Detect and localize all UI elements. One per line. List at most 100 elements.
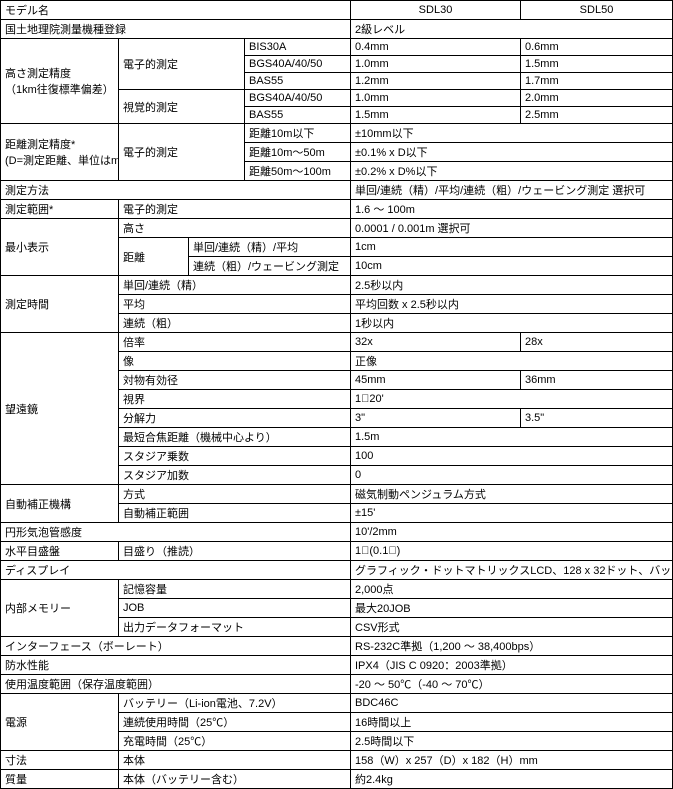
capacity-val: 2,000点 [351,580,673,599]
meas-range-val: 1.6 ～ 100m [351,200,673,219]
cont-rough-val: 1秒以内 [351,314,673,333]
height-accuracy-label: 高さ測定精度 （1km往復標準偏差） [1,39,119,124]
job-label: JOB [119,599,351,618]
size-label: 寸法 [1,751,119,770]
bis30a-label: BIS30A [245,39,351,56]
height-label-1: 高さ測定精度 [5,68,71,80]
obj-ap-30: 45mm [351,371,521,390]
auto-range-val: ±15' [351,504,673,523]
water-label: 防水性能 [1,656,351,675]
fov-label: 視界 [119,390,351,409]
height-val: 0.0001 / 0.001m 選択可 [351,219,673,238]
stadia-add-val: 0 [351,466,673,485]
mag-50: 28x [521,333,673,352]
visual-meas-label: 視覚的測定 [119,90,245,124]
height-label-2: （1km往復標準偏差） [5,84,114,96]
min-focus-label: 最短合焦距離（機械中心より） [119,428,351,447]
single-cont-val: 2.5秒以内 [351,276,673,295]
hcircle-sub-label: 目盛り（推読） [119,542,351,561]
bis30a-30: 0.4mm [351,39,521,56]
vis-bas55-30: 1.5mm [351,107,521,124]
power-label: 電源 [1,694,119,751]
avg-val: 平均回数 x 2.5秒以内 [351,295,673,314]
elec-meas-label-3: 電子的測定 [119,200,351,219]
spec-table: モデル名 SDL30 SDL50 国土地理院測量機種登録 2級レベル 高さ測定精… [0,0,673,789]
size-sub-label: 本体 [119,751,351,770]
memory-label: 内部メモリー [1,580,119,637]
dist50100-val: ±0.2% x D%以下 [351,162,673,181]
cont-weave-label: 連続（粗）/ウェービング測定 [189,257,351,276]
bgs40-50: 1.5mm [521,56,673,73]
meas-method-label: 測定方法 [1,181,351,200]
weight-label: 質量 [1,770,119,789]
format-val: CSV形式 [351,618,673,637]
dist10-val: ±10mm以下 [351,124,673,143]
vis-bas55-label: BAS55 [245,107,351,124]
dist50100-label: 距離50m～100m [245,162,351,181]
method-val: 磁気制動ペンジュラム方式 [351,485,673,504]
stadia-mult-label: スタジア乗数 [119,447,351,466]
meas-time-label: 測定時間 [1,276,119,333]
bis30a-50: 0.6mm [521,39,673,56]
iface-val: RS-232C準拠（1,200 ～ 38,400bps） [351,637,673,656]
dist10-label: 距離10m以下 [245,124,351,143]
mag-label: 倍率 [119,333,351,352]
min-disp-label: 最小表示 [1,219,119,276]
elec-meas-label: 電子的測定 [119,39,245,90]
distance-sub-label: 距離 [119,238,189,276]
resolve-50: 3.5" [521,409,673,428]
telescope-label: 望遠鏡 [1,333,119,485]
stadia-add-label: スタジア加数 [119,466,351,485]
bas55-label: BAS55 [245,73,351,90]
dist-label-1: 距離測定精度* [5,139,75,151]
bubble-label: 円形気泡管感度 [1,523,351,542]
elec-meas-label-2: 電子的測定 [119,124,245,181]
single-avg-label: 単回/連続（精）/平均 [189,238,351,257]
dist-label-2: (D=測定距離、単位はm） [5,155,119,167]
display-label: ディスプレイ [1,561,351,580]
obj-ap-50: 36mm [521,371,673,390]
header-model: モデル名 [1,1,351,20]
runtime-label: 連続使用時間（25℃） [119,713,351,732]
image-label: 像 [119,352,351,371]
job-val: 最大20JOB [351,599,673,618]
cont-rough-label: 連続（粗） [119,314,351,333]
stadia-mult-val: 100 [351,447,673,466]
header-sdl30: SDL30 [351,1,521,20]
battery-label: バッテリー（Li-ion電池、7.2V） [119,694,351,713]
vis-bas55-50: 2.5mm [521,107,673,124]
resolve-label: 分解力 [119,409,351,428]
temp-val: -20 ～ 50℃（-40 ～ 70℃） [351,675,673,694]
charge-label: 充電時間（25℃） [119,732,351,751]
bas55-50: 1.7mm [521,73,673,90]
meas-method-val: 単回/連続（精）/平均/連続（粗）/ウェービング測定 選択可 [351,181,673,200]
vis-bgs40-50: 2.0mm [521,90,673,107]
bubble-val: 10'/2mm [351,523,673,542]
avg-label: 平均 [119,295,351,314]
cont-weave-val: 10cm [351,257,673,276]
runtime-val: 16時間以上 [351,713,673,732]
capacity-label: 記憶容量 [119,580,351,599]
auto-comp-label: 自動補正機構 [1,485,119,523]
meas-range-label: 測定範囲* [1,200,119,219]
iface-label: インターフェース（ボーレート） [1,637,351,656]
auto-range-label: 自動補正範囲 [119,504,351,523]
weight-sub-label: 本体（バッテリー含む） [119,770,351,789]
vis-bgs40-30: 1.0mm [351,90,521,107]
battery-val: BDC46C [351,694,673,713]
height-sub-label: 高さ [119,219,351,238]
dist1050-val: ±0.1% x D以下 [351,143,673,162]
single-cont-label: 単回/連続（精） [119,276,351,295]
hcircle-val: 1ﾟ(0.1ﾟ) [351,542,673,561]
format-label: 出力データフォーマット [119,618,351,637]
dist1050-label: 距離10m～50m [245,143,351,162]
temp-label: 使用温度範囲（保存温度範囲） [1,675,351,694]
method-label: 方式 [119,485,351,504]
bgs40-30: 1.0mm [351,56,521,73]
charge-val: 2.5時間以下 [351,732,673,751]
obj-ap-label: 対物有効径 [119,371,351,390]
display-val: グラフィック・ドットマトリックスLCD、128 x 32ドット、バックライト機能… [351,561,673,580]
weight-val: 約2.4kg [351,770,673,789]
vis-bgs40-label: BGS40A/40/50 [245,90,351,107]
bas55-30: 1.2mm [351,73,521,90]
